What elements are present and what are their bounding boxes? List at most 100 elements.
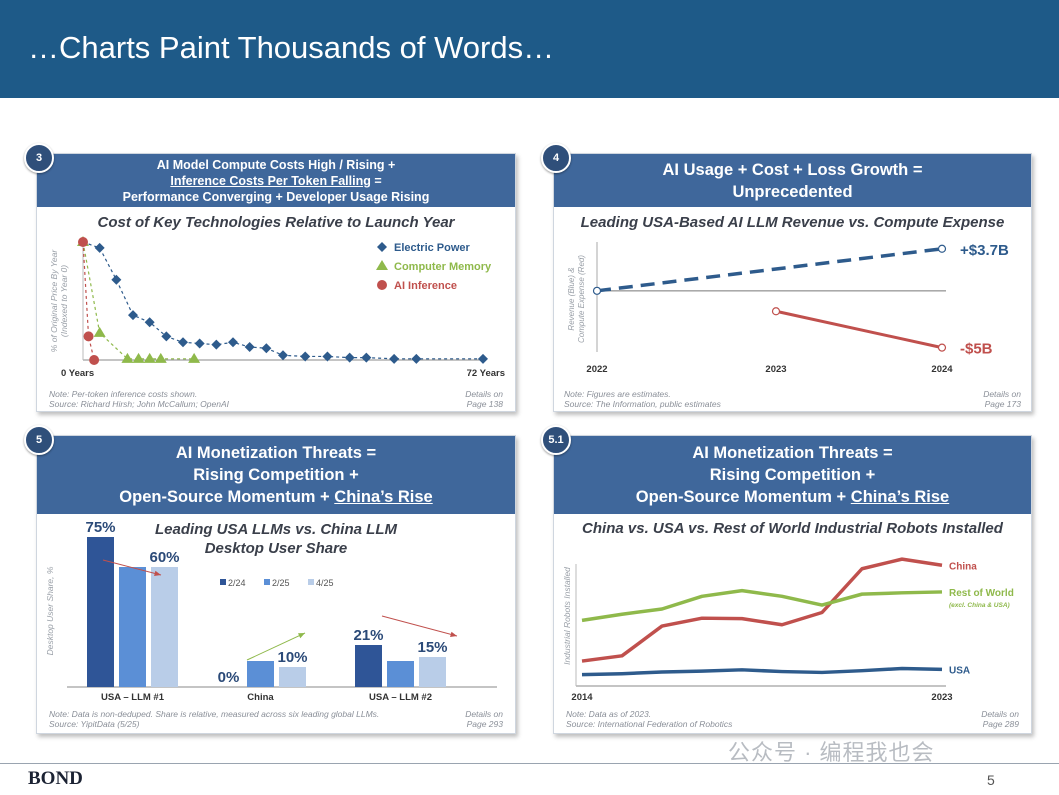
series-line-revenue: [596, 247, 943, 293]
title-bar: …Charts Paint Thousands of Words…: [0, 0, 1059, 98]
data-point: [194, 338, 205, 349]
trend-arrow: [381, 615, 458, 637]
header-underlined: Inference Costs Per Token Falling: [170, 173, 371, 188]
chart-tech-costs: % of Original Price By Year (Indexed to Y…: [49, 236, 505, 379]
bar: [247, 661, 274, 687]
data-label: 75%: [85, 519, 115, 536]
header-line: Unprecedented: [732, 182, 853, 201]
data-point: [478, 353, 488, 364]
header-line: Inference Costs Per Token Falling =: [37, 173, 515, 189]
details-page: Page 173: [984, 399, 1021, 409]
y-axis-label: Industrial Robots Installed: [562, 567, 572, 665]
data-label: 0%: [218, 669, 240, 686]
x-tick-label: 2014: [571, 692, 593, 703]
header-line: Rising Competition +: [709, 466, 876, 484]
series-sublabel: (excl. China & USA): [949, 602, 1010, 609]
details-ref: Details on Page 138: [465, 389, 503, 409]
note-text: Note: Per-token inference costs shown.: [49, 389, 198, 399]
data-point: [161, 331, 172, 342]
source-text: Source: YipitData (5/25): [49, 719, 140, 729]
source-text: Source: International Federation of Robo…: [566, 719, 733, 729]
data-point: [411, 353, 422, 364]
data-point: [78, 237, 88, 247]
legend-label: 4/25: [316, 578, 334, 588]
panel-badge-4: 4: [541, 143, 571, 173]
bar: [279, 667, 306, 687]
data-point: [244, 342, 255, 353]
chart-note: Note: Per-token inference costs shown. S…: [49, 389, 229, 409]
data-point: [344, 352, 355, 363]
y-axis-label: % of Original Price By Year: [49, 249, 59, 353]
data-point: [83, 331, 94, 342]
data-point: [132, 352, 145, 363]
y-axis-label: Compute Expense (Red): [577, 255, 586, 343]
x-tick-label: 2023: [765, 364, 786, 375]
end-label: -$5B: [960, 341, 993, 358]
note-text: Note: Figures are estimates.: [564, 389, 671, 399]
data-point: [178, 337, 188, 348]
series-line-computer-memory: [82, 241, 195, 360]
data-point: [937, 343, 947, 352]
bar: [419, 657, 446, 687]
x-tick-label: USA – LLM #1: [101, 692, 165, 703]
panel-header: AI Model Compute Costs High / Rising + I…: [37, 154, 515, 207]
legend-marker: [308, 579, 314, 585]
chart-subtitle: Leading USA LLMs vs. China LLM Desktop U…: [37, 520, 515, 558]
x-tick-label: USA – LLM #2: [369, 692, 432, 703]
panel-badge-5-1: 5.1: [541, 425, 571, 455]
x-tick-label: 2024: [931, 364, 953, 375]
legend-marker: [376, 260, 388, 270]
chart-robots: Industrial Robots Installed 2014 2023 China…: [562, 557, 1014, 703]
chart-note: Note: Figures are estimates. Source: The…: [564, 389, 721, 409]
y-axis-label: (Indexed to Year 0): [59, 265, 69, 337]
data-point: [143, 352, 156, 363]
page-title: …Charts Paint Thousands of Words…: [28, 30, 555, 65]
details-page: Page 138: [466, 399, 503, 409]
y-axis-label: Revenue (Blue) &: [567, 267, 576, 330]
data-point: [128, 310, 138, 321]
data-point: [211, 339, 222, 350]
legend-marker: [264, 579, 270, 585]
y-axis-label: Desktop User Share, %: [45, 566, 55, 655]
data-label: 21%: [353, 627, 383, 644]
series-line-china: [581, 557, 943, 663]
panel-revenue-expense: AI Usage + Cost + Loss Growth = Unpreced…: [553, 153, 1032, 412]
end-label: +$3.7B: [960, 242, 1009, 259]
arrow-head: [298, 633, 305, 639]
data-point: [93, 326, 106, 337]
data-point: [261, 343, 272, 354]
details-ref: Details on Page 173: [983, 389, 1021, 409]
header-line: AI Model Compute Costs High / Rising +: [156, 157, 396, 172]
details-text: Details on: [981, 709, 1019, 719]
data-point: [322, 351, 333, 362]
data-point: [144, 317, 155, 328]
arrow-head: [450, 631, 457, 637]
bar: [355, 645, 382, 687]
legend-marker: [377, 280, 387, 290]
bar: [151, 567, 178, 687]
panel-header: AI Usage + Cost + Loss Growth = Unpreced…: [554, 154, 1031, 207]
legend-label: Computer Memory: [394, 261, 492, 273]
header-text: Open-Source Momentum +: [635, 488, 851, 506]
data-point: [771, 307, 781, 316]
arrow-head: [154, 570, 161, 577]
details-text: Details on: [465, 389, 503, 399]
chart-subtitle: Leading USA-Based AI LLM Revenue vs. Com…: [580, 214, 1005, 231]
header-underlined: China’s Rise: [850, 488, 950, 506]
details-text: Details on: [465, 709, 503, 719]
chart-revenue-expense: Revenue (Blue) & Compute Expense (Red) 202…: [567, 242, 1009, 375]
header-line: Open-Source Momentum + China’s Rise: [554, 486, 1031, 508]
trend-arrow: [102, 559, 162, 576]
trend-arrow: [246, 632, 306, 661]
legend-marker: [377, 242, 387, 252]
panel-user-share: AI Monetization Threats = Rising Competi…: [36, 435, 516, 734]
x-tick-label: 2022: [586, 364, 607, 375]
header-line: AI Monetization Threats =: [175, 444, 377, 462]
brand-logo: BOND: [28, 768, 83, 789]
details-ref: Details on Page 293: [465, 709, 503, 729]
bar: [387, 661, 414, 687]
chart-note: Note: Data is non-deduped. Share is rela…: [49, 709, 379, 729]
note-text: Note: Data is non-deduped. Share is rela…: [49, 709, 380, 719]
subtitle-line: Desktop User Share: [204, 540, 348, 557]
details-text: Details on: [983, 389, 1021, 399]
